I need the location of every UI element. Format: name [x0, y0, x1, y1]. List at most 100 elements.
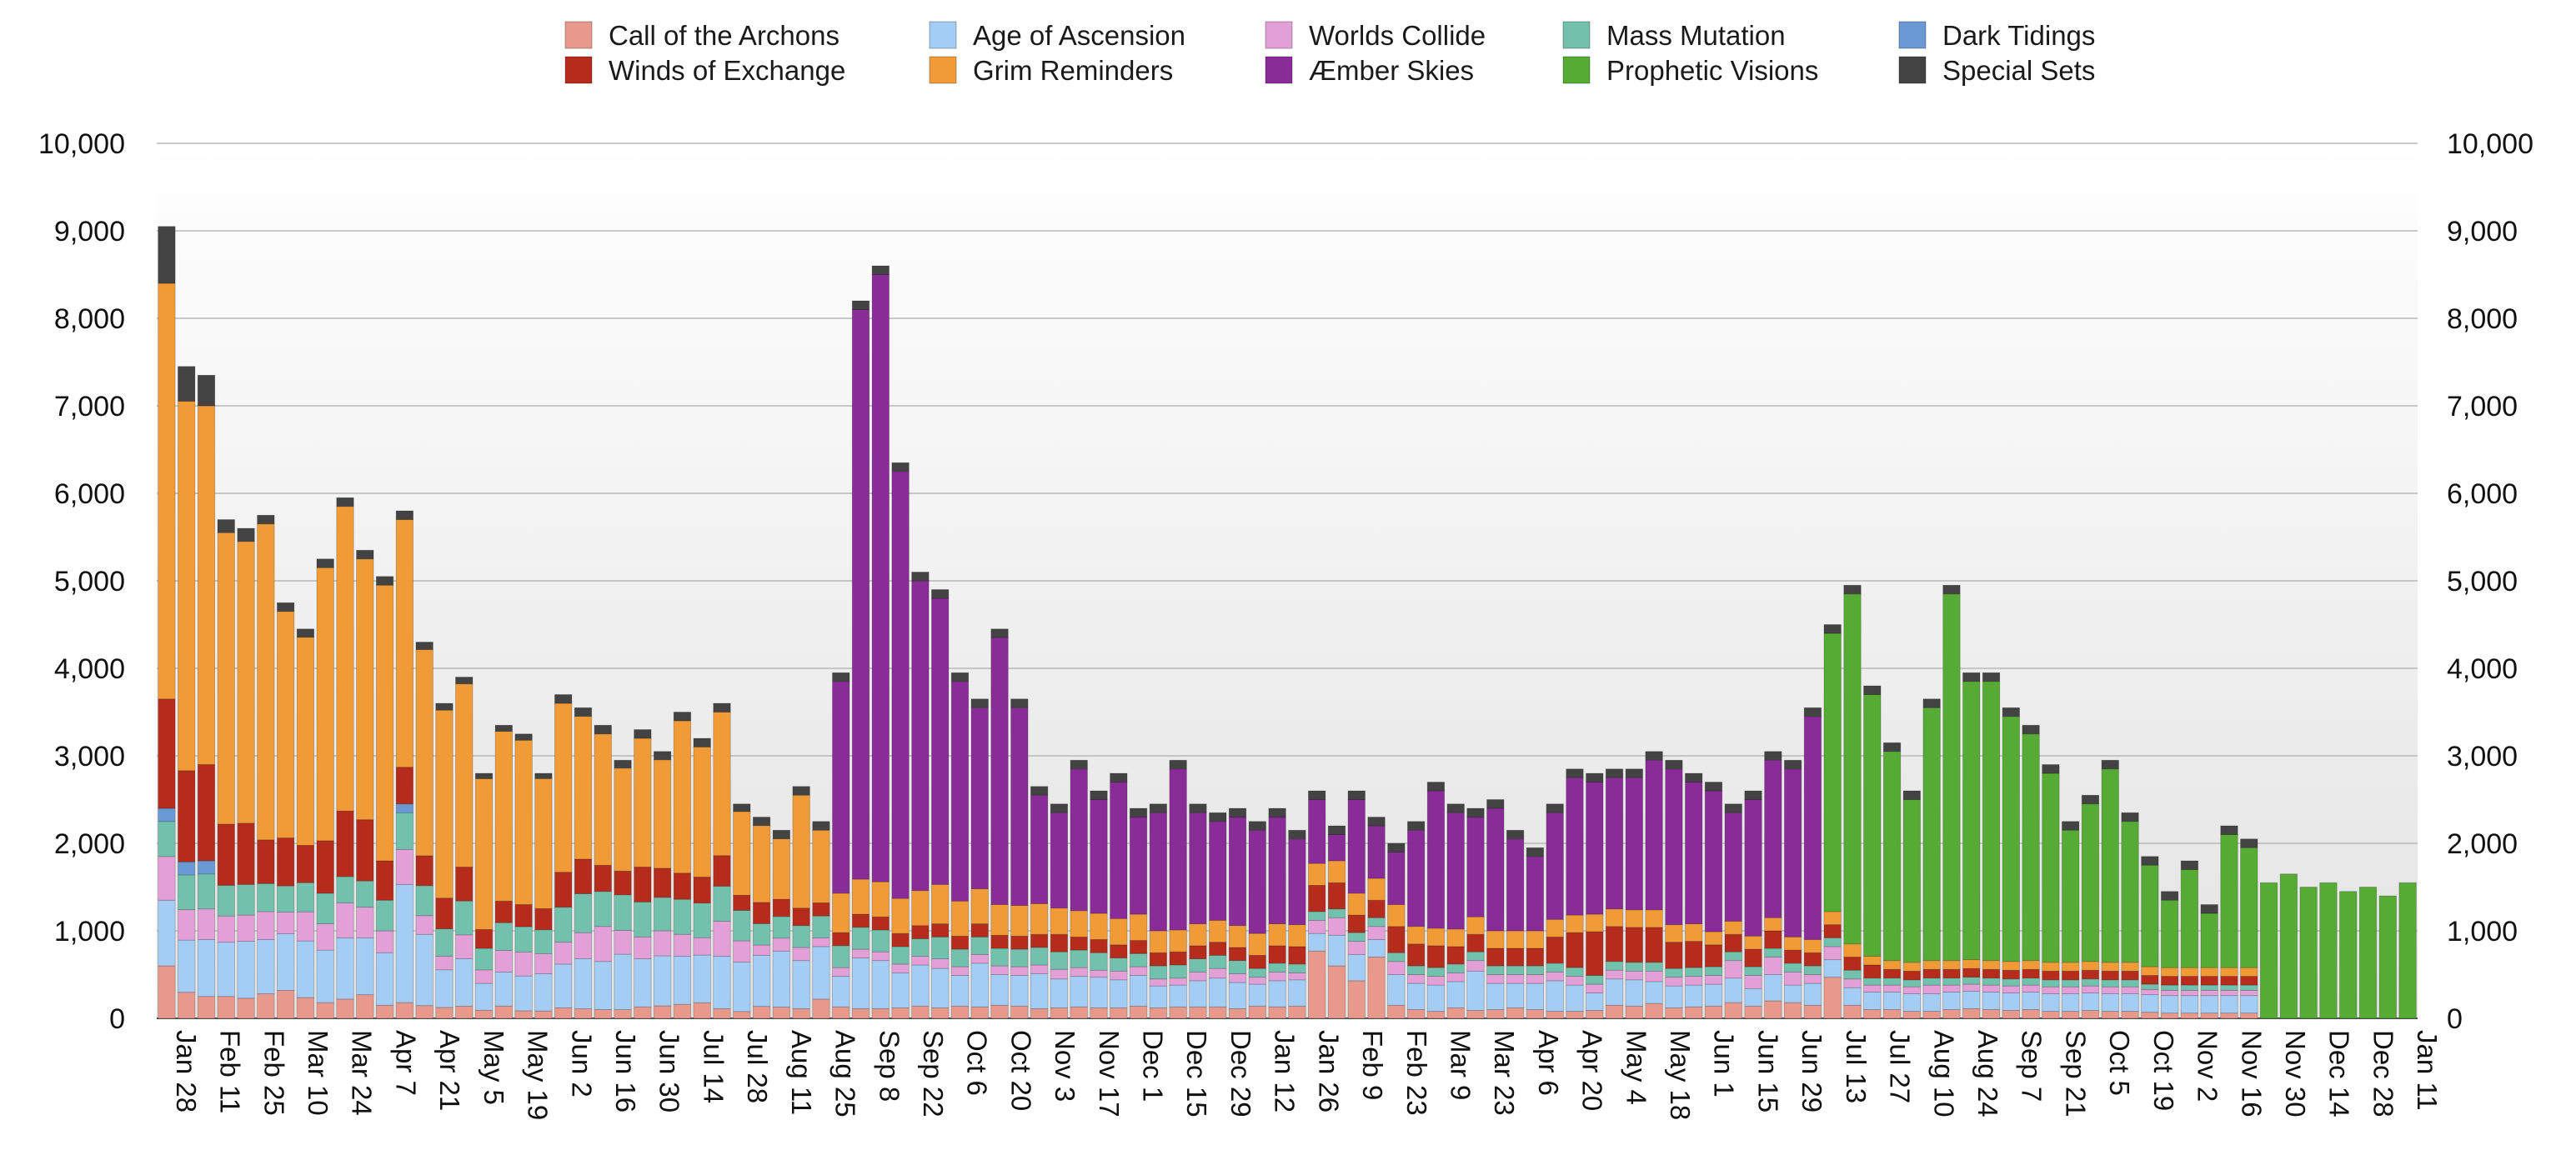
bar-segment-worlds-collide	[2042, 986, 2060, 994]
bar-segment-call-of-the-archons	[990, 1004, 1009, 1019]
bar-segment-call-of-the-archons	[1526, 1009, 1545, 1019]
bar-segment-aember-skies	[1645, 759, 1663, 911]
bar-segment-call-of-the-archons	[534, 1010, 553, 1019]
bar-segment-mass-mutation	[1566, 967, 1584, 977]
bar-segment-special-sets	[1129, 808, 1148, 818]
bar-segment-call-of-the-archons	[1367, 957, 1386, 1019]
bar-segment-age-of-ascension	[990, 974, 1009, 1006]
x-tick-label: Jan 12	[1270, 1030, 1301, 1112]
y-tick-label-left: 4,000	[54, 653, 125, 685]
bar-segment-age-of-ascension	[474, 982, 494, 1011]
bar-segment-grim-reminders	[2022, 960, 2040, 970]
bar-segment-special-sets	[1070, 759, 1088, 770]
bar-segment-call-of-the-archons	[1586, 1010, 1604, 1019]
bar-segment-mass-mutation	[2200, 984, 2218, 991]
bar-segment-mass-mutation	[594, 891, 612, 928]
bar-segment-special-sets	[1526, 847, 1545, 858]
bar-segment-worlds-collide	[950, 966, 970, 976]
bar-segment-call-of-the-archons	[1665, 1008, 1683, 1019]
bar-segment-dark-tidings	[178, 861, 196, 876]
bar-segment-worlds-collide	[2180, 990, 2199, 997]
bar-segment-aember-skies	[1268, 817, 1286, 925]
bar-segment-mass-mutation	[1704, 966, 1723, 976]
bar-segment-special-sets	[713, 702, 731, 712]
bar-segment-special-sets	[1685, 772, 1703, 782]
x-tick-label: Feb 11	[215, 1030, 246, 1113]
bar-segment-mass-mutation	[1526, 965, 1545, 975]
bar-segment-prophetic-visions	[2141, 864, 2159, 968]
bar-segment-worlds-collide	[1090, 969, 1108, 978]
bar-segment-age-of-ascension	[1347, 953, 1366, 982]
bar-segment-special-sets	[2042, 764, 2060, 774]
bar-segment-grim-reminders	[614, 768, 632, 872]
bar-segment-worlds-collide	[336, 902, 354, 938]
bar-segment-mass-mutation	[752, 923, 771, 946]
bar-segment-winds-of-exchange	[237, 822, 255, 885]
bar-segment-worlds-collide	[2002, 985, 2020, 993]
bar-segment-worlds-collide	[1803, 974, 1822, 984]
bar-segment-call-of-the-archons	[158, 965, 176, 1019]
bar-segment-age-of-ascension	[2101, 993, 2119, 1012]
bar-segment-grim-reminders	[634, 738, 652, 868]
x-tick-label: Mar 10	[303, 1030, 333, 1116]
bar-segment-special-sets	[1506, 829, 1525, 840]
bar-segment-mass-mutation	[1110, 958, 1128, 972]
bar-segment-mass-mutation	[237, 883, 255, 916]
bar-segment-grim-reminders	[1090, 912, 1108, 940]
bar-segment-aember-skies	[1704, 790, 1723, 932]
bar-segment-winds-of-exchange	[1942, 968, 1961, 979]
bar-segment-special-sets	[2062, 821, 2080, 831]
bar-segment-worlds-collide	[1566, 976, 1584, 986]
x-tick-label: Dec 15	[1181, 1030, 1212, 1118]
bar-segment-age-of-ascension	[1189, 980, 1207, 1008]
bar-segment-mass-mutation	[1962, 977, 1981, 985]
bar-segment-grim-reminders	[733, 811, 751, 896]
bar-segment-mass-mutation	[2141, 983, 2159, 990]
bar-segment-winds-of-exchange	[197, 764, 216, 862]
bar-segment-age-of-ascension	[356, 938, 374, 996]
bar-segment-call-of-the-archons	[931, 1008, 950, 1019]
bar-segment-special-sets	[1803, 707, 1822, 718]
bar-segment-grim-reminders	[1209, 920, 1227, 943]
bar-segment-worlds-collide	[494, 950, 513, 972]
bar-segment-mass-mutation	[1149, 965, 1168, 980]
bar-segment-winds-of-exchange	[1327, 882, 1346, 910]
bar-segment-winds-of-exchange	[752, 902, 771, 924]
bar-segment-worlds-collide	[375, 930, 394, 953]
bar-segment-grim-reminders	[395, 519, 414, 768]
bar-segment-grim-reminders	[1685, 923, 1703, 942]
bar-segment-winds-of-exchange	[594, 864, 612, 892]
bar-segment-call-of-the-archons	[1149, 1008, 1168, 1019]
bar-segment-age-of-ascension	[1228, 982, 1247, 1009]
bar-segment-call-of-the-archons	[296, 997, 315, 1019]
bar-segment-special-sets	[1605, 768, 1624, 778]
bar-segment-worlds-collide	[217, 915, 235, 943]
bar-segment-aember-skies	[1506, 838, 1525, 932]
bar-segment-aember-skies	[1605, 777, 1624, 910]
bar-segment-grim-reminders	[1902, 962, 1921, 972]
bar-segment-worlds-collide	[1407, 974, 1426, 984]
legend-swatch	[1265, 56, 1293, 84]
legend-label: Special Sets	[1942, 55, 2095, 86]
bar-segment-grim-reminders	[1942, 960, 1961, 970]
bar-segment-grim-reminders	[1566, 914, 1584, 933]
bar-segment-winds-of-exchange	[1367, 899, 1386, 918]
bar-segment-winds-of-exchange	[1387, 926, 1406, 953]
bar-segment-mass-mutation	[812, 915, 830, 938]
bar-segment-prophetic-visions	[2002, 716, 2020, 962]
bar-segment-winds-of-exchange	[1169, 951, 1187, 966]
bar-segment-worlds-collide	[752, 944, 771, 956]
bar-segment-age-of-ascension	[514, 975, 533, 1012]
bar-segment-special-sets	[1942, 584, 1961, 595]
bar-segment-mass-mutation	[2081, 978, 2100, 987]
bar-segment-special-sets	[574, 707, 593, 718]
bar-segment-age-of-ascension	[1863, 992, 1882, 1010]
bar-segment-special-sets	[1882, 742, 1902, 752]
bar-segment-mass-mutation	[395, 812, 414, 850]
bar-segment-winds-of-exchange	[2002, 969, 2020, 980]
bar-segment-age-of-ascension	[1605, 978, 1624, 1006]
bar-segment-grim-reminders	[654, 759, 672, 869]
x-tick-label: Nov 16	[2236, 1030, 2267, 1118]
bar-segment-call-of-the-archons	[1268, 1006, 1286, 1019]
bar-segment-special-sets	[1823, 624, 1842, 634]
